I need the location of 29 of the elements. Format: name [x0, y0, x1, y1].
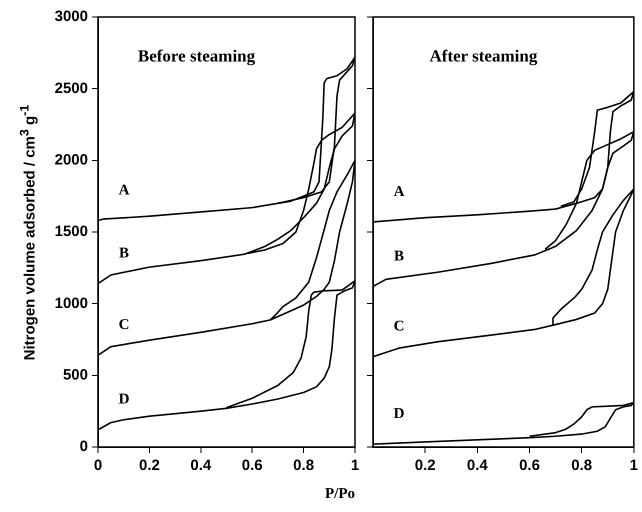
x-tick-label: 0.6 [242, 457, 263, 474]
series-label: C [394, 318, 404, 335]
x-tick-label: 0.2 [138, 457, 160, 474]
x-tick-label: 0.8 [293, 457, 314, 474]
x-tick-label: 0.6 [519, 457, 540, 474]
series-label: D [118, 392, 130, 408]
series-label: B [118, 245, 130, 262]
y-tick-label: 3000 [54, 8, 88, 26]
x-tick-label: 0.8 [571, 457, 592, 474]
x-tick-label: 0 [94, 457, 102, 474]
x-axis-title: P/Po [324, 486, 356, 503]
series-label: C [118, 317, 130, 334]
y-tick-label: 0 [80, 438, 88, 456]
text: Before steaming [138, 46, 256, 66]
series-label: A [394, 184, 405, 200]
x-tick-label: 0.4 [190, 457, 212, 474]
x-tick-label: 0.4 [466, 457, 488, 474]
y-tick-label: 2500 [54, 80, 88, 97]
x-tick-label: 1 [350, 457, 360, 474]
x-tick-label: 0.2 [414, 457, 436, 474]
text: After steaming [430, 46, 538, 66]
series-label: A [118, 182, 130, 198]
x-tick-label: 1 [630, 457, 638, 474]
y-tick-label: 1000 [54, 294, 88, 312]
series-label: B [394, 248, 404, 264]
y-tick-label: 2000 [54, 151, 88, 168]
y-tick-label: 1500 [54, 223, 88, 240]
series-label: D [394, 406, 405, 422]
y-tick-label: 500 [62, 366, 88, 384]
